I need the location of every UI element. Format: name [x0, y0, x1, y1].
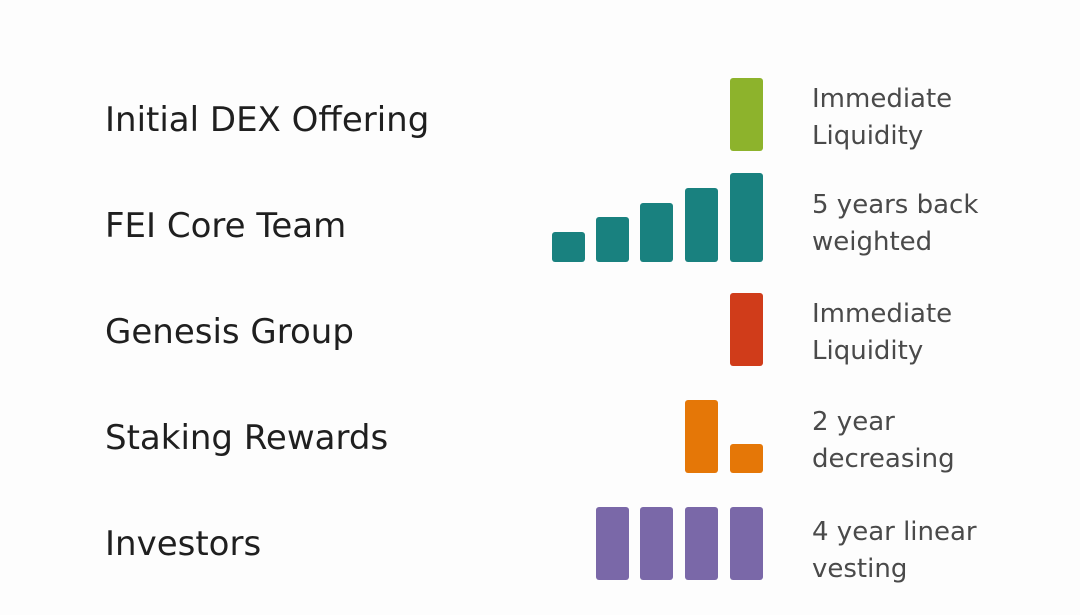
row-label: FEI Core Team: [105, 206, 347, 246]
row-label: Initial DEX Offering: [105, 100, 430, 140]
vesting-bar: [685, 400, 718, 473]
vesting-bar: [596, 507, 629, 580]
row-label: Staking Rewards: [105, 418, 389, 458]
desc-line: Liquidity: [812, 121, 924, 151]
desc-line: Immediate: [812, 84, 953, 114]
row-label: Investors: [105, 524, 262, 564]
desc-line: 5 years back: [812, 190, 979, 220]
vesting-bar: [730, 173, 763, 262]
vesting-bar: [730, 443, 763, 473]
vesting-bar: [685, 187, 718, 262]
desc-line: 4 year linear: [812, 517, 977, 547]
vesting-bar: [685, 507, 718, 580]
desc-line: Liquidity: [812, 336, 924, 366]
desc-line: Immediate: [812, 299, 953, 329]
row-description: 5 years back weighted: [812, 187, 978, 261]
vesting-bar: [552, 232, 585, 262]
desc-line: vesting: [812, 554, 908, 584]
desc-line: weighted: [812, 227, 933, 257]
row-description: Immediate Liquidity: [812, 296, 952, 370]
vesting-bar: [730, 78, 763, 151]
vesting-bar: [640, 202, 673, 262]
row-description: Immediate Liquidity: [812, 81, 952, 155]
row-label: Genesis Group: [105, 312, 354, 352]
vesting-bar: [730, 507, 763, 580]
vesting-bar: [730, 293, 763, 366]
vesting-bar: [596, 217, 629, 262]
row-description: 2 year decreasing: [812, 404, 955, 478]
desc-line: decreasing: [812, 444, 955, 474]
desc-line: 2 year: [812, 407, 895, 437]
row-description: 4 year linear vesting: [812, 514, 977, 588]
vesting-bar: [640, 507, 673, 580]
